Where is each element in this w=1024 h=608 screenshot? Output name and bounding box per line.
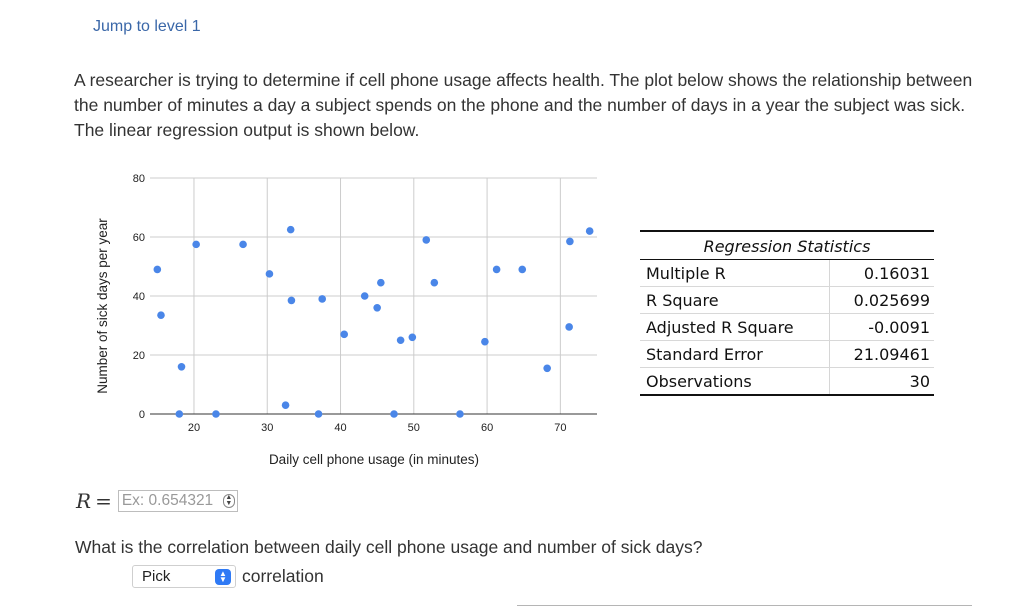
regression-statistics-table: Regression Statistics Multiple R 0.16031…	[640, 230, 934, 396]
r-value-input[interactable]: Ex: 0.654321 ▲ ▼	[117, 490, 238, 512]
data-point	[566, 237, 574, 246]
data-point	[287, 296, 296, 305]
x-axis-label: Daily cell phone usage (in minutes)	[269, 452, 479, 467]
regression-row: R Square 0.025699	[640, 286, 934, 314]
regression-row: Standard Error 21.09461	[640, 340, 934, 368]
plot-ticks: 0 20 40 60 80 20 30 40 50 60 70	[133, 173, 567, 434]
x-tick-label: 70	[554, 422, 566, 434]
y-axis-label: Number of sick days per year	[95, 218, 110, 394]
plot-points	[153, 225, 594, 418]
data-point	[422, 236, 431, 244]
data-point	[177, 363, 186, 371]
data-point	[157, 311, 165, 319]
data-point	[286, 225, 295, 234]
stepper-arrows-icon[interactable]: ▲ ▼	[222, 494, 235, 508]
correlation-pick-row: Pick ▲ ▼ correlation	[132, 565, 324, 588]
y-tick-label: 40	[133, 291, 145, 303]
regression-row: Observations 30	[640, 367, 934, 396]
r-answer-row: R = Ex: 0.654321 ▲ ▼	[76, 489, 238, 513]
data-point	[377, 278, 385, 287]
data-point	[239, 240, 247, 249]
y-tick-label: 20	[133, 350, 145, 362]
select-value: Pick	[142, 568, 171, 585]
stat-value: 21.09461	[829, 340, 934, 368]
r-input-placeholder: Ex: 0.654321	[121, 492, 214, 509]
r-symbol: R	[76, 489, 92, 513]
data-point	[360, 292, 369, 300]
data-point	[481, 337, 489, 346]
data-point	[518, 265, 527, 274]
data-point	[153, 265, 162, 274]
data-point	[340, 330, 348, 339]
stat-label: Adjusted R Square	[640, 313, 830, 341]
stat-label: Multiple R	[640, 259, 830, 287]
data-point	[265, 270, 274, 278]
data-point	[430, 278, 439, 287]
plot-grid	[150, 177, 597, 414]
y-tick-label: 0	[139, 409, 145, 421]
select-arrows-icon: ▲ ▼	[215, 568, 231, 585]
data-point	[565, 323, 573, 331]
y-tick-label: 60	[133, 232, 145, 244]
x-tick-label: 50	[408, 422, 420, 434]
data-point	[281, 401, 290, 409]
scatter-plot: 0 20 40 60 80 20 30 40 50 60 70 Daily cell phone u…	[95, 173, 597, 467]
question-text: A researcher is trying to determine if c…	[74, 70, 973, 140]
data-point	[456, 410, 464, 418]
regression-table-title: Regression Statistics	[640, 230, 934, 260]
stat-value: 0.16031	[829, 259, 934, 287]
data-point	[175, 410, 184, 418]
data-point	[212, 410, 220, 418]
stat-value: 30	[829, 367, 934, 396]
data-point	[390, 410, 398, 418]
data-point	[373, 304, 381, 312]
x-tick-label: 60	[481, 422, 493, 434]
y-tick-label: 80	[133, 173, 145, 185]
correlation-question: What is the correlation between daily ce…	[75, 537, 703, 557]
x-tick-label: 30	[261, 422, 273, 434]
x-tick-label: 20	[188, 422, 200, 434]
stat-label: Observations	[640, 367, 830, 396]
correlation-select[interactable]: Pick ▲ ▼	[132, 565, 236, 588]
stat-value: -0.0091	[829, 313, 934, 341]
correlation-suffix: correlation	[242, 566, 324, 586]
jump-to-level-link[interactable]: Jump to level 1	[93, 18, 201, 35]
regression-row: Adjusted R Square -0.0091	[640, 313, 934, 341]
bottom-divider	[517, 605, 972, 606]
x-tick-label: 40	[334, 422, 346, 434]
data-point	[396, 336, 405, 345]
data-point	[585, 227, 594, 235]
data-point	[192, 240, 200, 249]
data-point	[318, 295, 327, 303]
stat-value: 0.025699	[829, 286, 934, 314]
equals-sign: =	[95, 489, 112, 513]
data-point	[408, 333, 417, 342]
data-point	[543, 364, 551, 373]
stat-label: Standard Error	[640, 340, 830, 368]
data-point	[492, 265, 501, 274]
data-point	[314, 410, 323, 418]
stat-label: R Square	[640, 286, 830, 314]
regression-row: Multiple R 0.16031	[640, 259, 934, 287]
